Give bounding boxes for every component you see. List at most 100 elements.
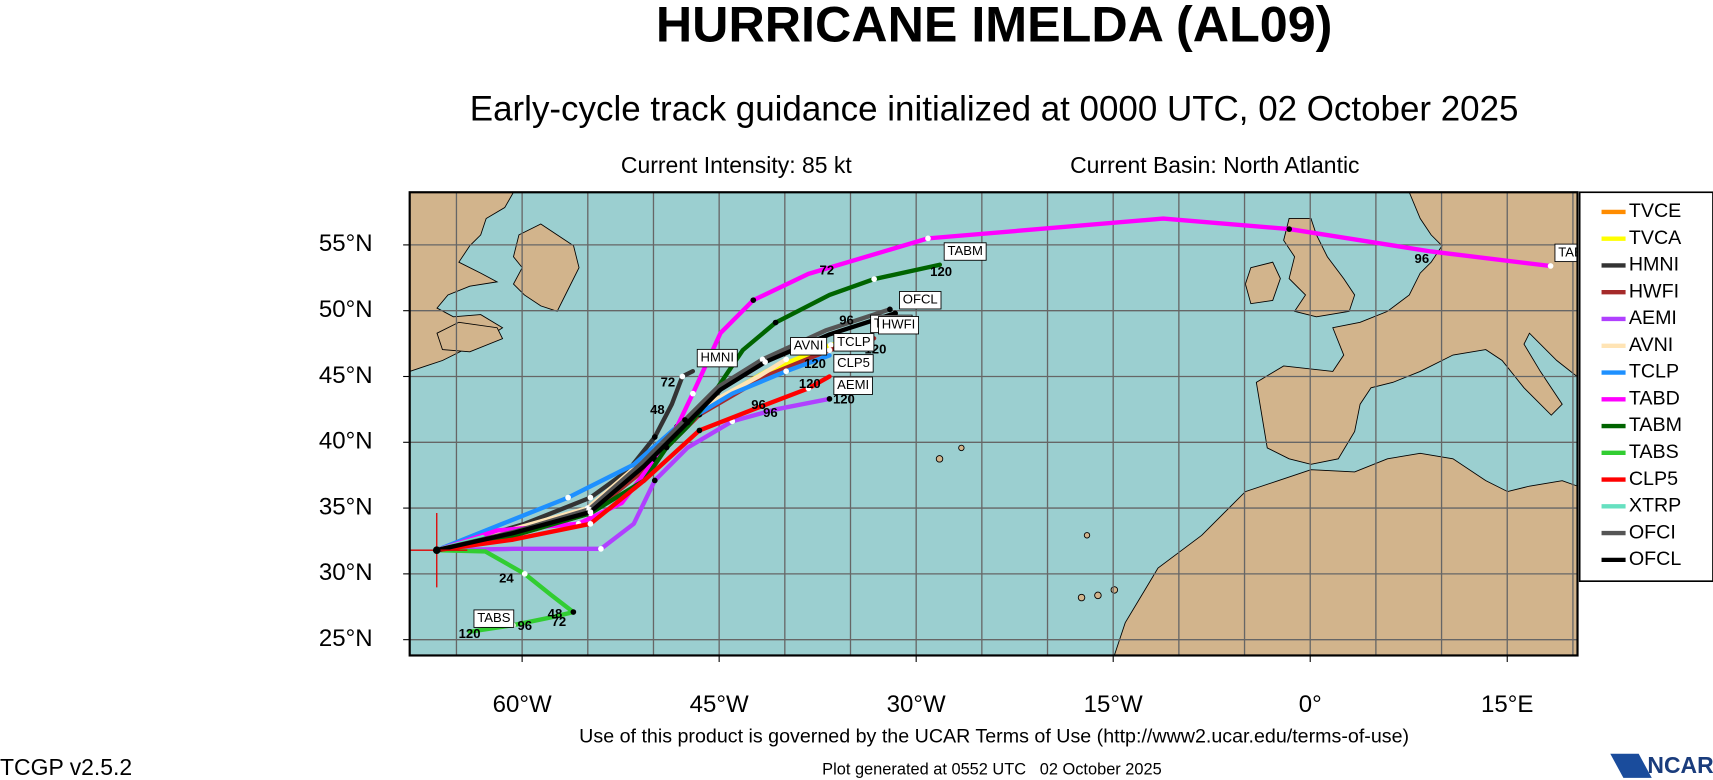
x-tick-label: 60°W <box>493 691 552 718</box>
tag-box <box>833 376 873 395</box>
canaries <box>1110 586 1119 594</box>
logo-mark <box>1610 753 1652 778</box>
track-point <box>521 571 528 577</box>
legend-label: AEMI <box>1629 307 1677 329</box>
track-point <box>696 427 703 434</box>
tag-text: TABM <box>947 243 982 258</box>
legend-label: HMNI <box>1629 254 1679 276</box>
hour-label: 96 <box>517 618 532 633</box>
tag-text: TABS <box>477 610 510 625</box>
tag-box <box>943 242 987 261</box>
tag-text: OFCL <box>903 292 938 307</box>
track <box>434 547 576 634</box>
tag-text: TABD <box>1558 244 1592 259</box>
track-point <box>750 297 757 304</box>
x-tick-label: 15°W <box>1084 691 1143 718</box>
canaries <box>1094 591 1102 600</box>
tag-text: CLP5 <box>837 355 870 370</box>
track-tag: CLP5 <box>833 354 874 373</box>
track-point <box>1547 263 1554 269</box>
track-tag: TABM <box>943 242 987 261</box>
track-tag: TCLP <box>833 333 875 352</box>
track-point <box>925 235 931 242</box>
track-tag: AEMI <box>833 376 873 395</box>
tag-box <box>473 609 515 628</box>
tag-box <box>833 333 875 352</box>
tag-text: AEMI <box>837 377 869 392</box>
hour-label: 72 <box>661 375 676 390</box>
legend-label: CLP5 <box>1629 468 1678 490</box>
x-tick-label: 15°E <box>1481 691 1533 718</box>
azores <box>958 444 965 452</box>
hour-label: 96 <box>763 405 778 420</box>
hour-label: 24 <box>499 571 514 586</box>
axes: 60°W 45°W 30°W 15°W 0° 15°E 25°N 30°N 35°N 40°N 45… <box>319 200 1682 718</box>
track-point <box>587 494 594 501</box>
track-tag: AVNI <box>790 337 828 356</box>
tracks: 4872120961201207296120244872961209612096… <box>409 216 1592 641</box>
hour-label: 120 <box>930 264 952 279</box>
intensity: Current Intensity: 85 kt <box>621 152 852 178</box>
map-frame <box>408 191 1579 657</box>
track-point <box>598 546 604 552</box>
track-tag: HMNI <box>696 348 738 368</box>
generated: Plot generated at 0552 UTC 02 October 20… <box>822 760 1162 778</box>
x-tick-label: 0° <box>1299 691 1322 718</box>
x-tick-label: 45°W <box>690 691 749 718</box>
hour-label: 120 <box>459 626 481 641</box>
hour-label: 96 <box>751 397 766 412</box>
legend-box <box>1578 191 1713 582</box>
track <box>434 353 832 553</box>
track-point <box>805 385 812 392</box>
ireland <box>1244 261 1281 305</box>
tag-text: AVNI <box>794 338 824 353</box>
track-point <box>587 521 594 527</box>
hour-label: 96 <box>839 313 854 328</box>
track-point <box>887 306 893 313</box>
tag-text: HMNI <box>701 350 734 365</box>
hour-label: 120 <box>799 376 821 391</box>
version: TCGP v2.5.2 <box>0 754 132 780</box>
track-point <box>1286 226 1293 232</box>
legend-label: TABS <box>1629 441 1679 463</box>
tag-box <box>790 337 828 356</box>
hour-label: 96 <box>1415 251 1430 266</box>
logo-text: NCAR <box>1647 752 1713 778</box>
track-tag: HWFI <box>878 316 919 335</box>
track-point <box>783 356 789 363</box>
y-tick-label: 40°N <box>319 428 373 455</box>
track-point <box>651 434 658 440</box>
track-point <box>762 359 768 365</box>
track-tag: TABD <box>1554 243 1592 263</box>
terms: Use of this product is governed by the U… <box>579 726 1409 748</box>
tag-box <box>899 291 942 310</box>
track-point <box>587 509 594 515</box>
track-point <box>871 276 877 282</box>
track <box>434 216 1553 553</box>
track-tag: TABS <box>473 609 515 628</box>
track-point <box>783 368 789 375</box>
legend-label: TVCA <box>1629 227 1682 249</box>
track-tag: OFCL <box>899 291 942 310</box>
y-tick-label: 50°N <box>319 296 373 323</box>
subtitle: Early-cycle track guidance initialized a… <box>470 90 1519 129</box>
track-point <box>651 477 658 484</box>
tag-box <box>833 354 874 373</box>
ncar-logo: NCAR <box>1610 752 1713 778</box>
y-tick-label: 35°N <box>319 493 373 520</box>
legend-label: TVCE <box>1629 200 1681 222</box>
legend-label: AVNI <box>1629 334 1673 356</box>
track-point <box>690 390 696 397</box>
track-point <box>684 419 691 426</box>
legend-label: OFCL <box>1629 548 1681 570</box>
legend-label: OFCI <box>1629 521 1676 543</box>
hour-label: 72 <box>820 263 835 278</box>
hour-label: 48 <box>548 606 563 621</box>
track-point <box>826 347 833 354</box>
track-point <box>679 373 686 380</box>
tag-box <box>878 316 919 335</box>
y-tick-label: 25°N <box>319 625 373 652</box>
nova-scotia <box>436 321 504 353</box>
